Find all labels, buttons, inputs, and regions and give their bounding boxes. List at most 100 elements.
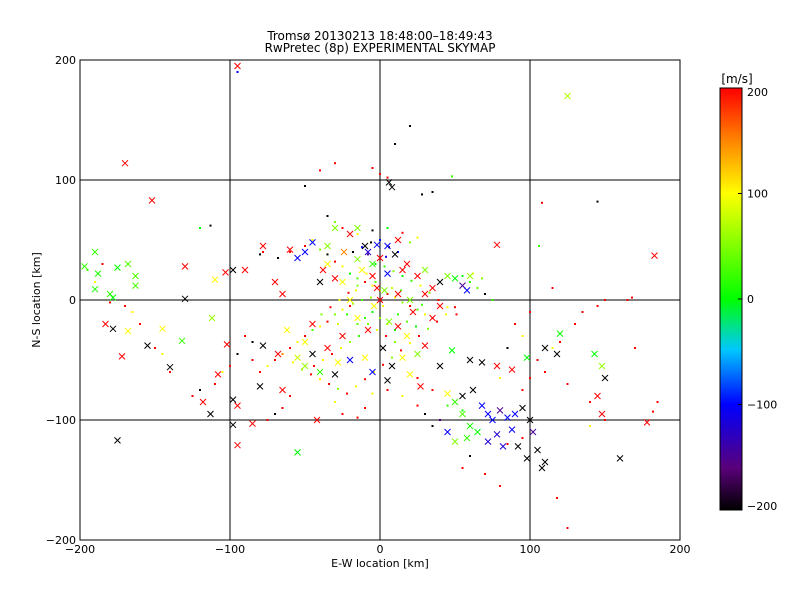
- scatter-dot: [311, 329, 314, 331]
- scatter-cross: [484, 438, 492, 445]
- scatter-cross: [286, 246, 294, 253]
- scatter-cross: [279, 290, 286, 298]
- scatter-cross: [234, 402, 241, 409]
- scatter-cross: [259, 342, 267, 349]
- scatter-cross: [241, 266, 249, 274]
- scatter-dot: [604, 419, 606, 421]
- scatter-dot: [347, 291, 350, 294]
- scatter-cross: [651, 252, 658, 259]
- scatter-cross: [417, 383, 424, 390]
- scatter-dot: [400, 349, 402, 352]
- scatter-cross: [385, 179, 393, 186]
- scatter-dot: [499, 377, 501, 379]
- scatter-dot: [406, 320, 408, 323]
- scatter-cross: [478, 402, 486, 409]
- scatter-cross: [496, 407, 504, 414]
- scatter-dot: [334, 401, 336, 403]
- scatter-cross: [309, 320, 316, 328]
- scatter-cross: [339, 332, 346, 340]
- scatter-cross: [109, 325, 117, 333]
- scatter-dot: [346, 392, 348, 395]
- scatter-cross: [234, 62, 241, 70]
- scatter-cross: [478, 359, 486, 366]
- scatter-dot: [326, 215, 329, 217]
- scatter-dot: [445, 313, 447, 316]
- scatter-dot: [382, 305, 384, 307]
- scatter-dot: [361, 299, 363, 301]
- colorbar-tick-label: −100: [747, 399, 777, 412]
- scatter-dot: [386, 389, 389, 391]
- scatter-cross: [283, 326, 291, 334]
- scatter-cross: [148, 197, 156, 204]
- scatter-cross: [484, 410, 492, 418]
- scatter-cross: [511, 410, 519, 418]
- scatter-cross: [166, 363, 174, 371]
- scatter-dot: [491, 299, 494, 301]
- scatter-dot: [221, 371, 224, 373]
- scatter-dot: [401, 395, 404, 397]
- scatter-cross: [444, 390, 451, 397]
- scatter-dot: [337, 387, 339, 390]
- y-tick-label: −200: [46, 534, 76, 547]
- scatter-dot: [634, 347, 636, 349]
- scatter-dot: [334, 221, 336, 223]
- scatter-dot: [340, 347, 342, 349]
- scatter-dot: [416, 236, 419, 239]
- scatter-cross: [564, 92, 571, 100]
- scatter-cross: [466, 422, 474, 430]
- scatter-cross: [294, 354, 301, 361]
- scatter-dot: [319, 169, 321, 172]
- scatter-cross: [316, 368, 324, 376]
- scatter-dot: [229, 365, 231, 367]
- scatter-dot: [236, 71, 239, 73]
- scatter-dot: [529, 311, 531, 313]
- scatter-cross: [91, 285, 99, 293]
- scatter-cross: [463, 434, 471, 442]
- scatter-cross: [514, 443, 522, 450]
- scatter-cross: [279, 386, 286, 394]
- scatter-dot: [551, 287, 554, 289]
- scatter-dot: [361, 246, 363, 249]
- scatter-dot: [421, 303, 423, 306]
- scatter-dot: [410, 279, 413, 282]
- scatter-dot: [199, 227, 201, 229]
- scatter-dot: [161, 353, 164, 355]
- scatter-cross: [256, 383, 264, 390]
- scatter-dot: [326, 320, 329, 323]
- scatter-dot: [370, 241, 372, 244]
- colorbar-tick-label: 100: [747, 188, 768, 201]
- scatter-dot: [521, 437, 524, 439]
- scatter-dot: [274, 413, 276, 415]
- scatter-dot: [364, 378, 366, 381]
- scatter-dot: [370, 296, 372, 299]
- scatter-dot: [538, 245, 540, 247]
- scatter-dot: [355, 385, 357, 388]
- scatter-cross: [121, 159, 129, 167]
- scatter-cross: [538, 464, 546, 472]
- scatter-cross: [643, 419, 651, 426]
- scatter-dot: [484, 473, 486, 475]
- scatter-cross: [229, 396, 237, 403]
- scatter-dot: [596, 200, 599, 203]
- scatter-cross: [313, 416, 321, 424]
- scatter-cross: [523, 354, 531, 361]
- scatter-dot: [154, 347, 156, 349]
- scatter-dot: [356, 416, 359, 419]
- scatter-dot: [385, 255, 387, 258]
- scatter-dot: [431, 191, 434, 193]
- scatter-cross: [421, 342, 429, 349]
- scatter-dot: [386, 176, 389, 179]
- scatter-cross: [81, 263, 88, 270]
- colorbar-ticks: −200 −100 0 100 200: [738, 86, 777, 513]
- scatter-dot: [289, 347, 291, 349]
- scatter-cross: [124, 260, 132, 268]
- scatter-dot: [320, 313, 323, 316]
- scatter-dot: [382, 363, 384, 366]
- scatter-dot: [367, 323, 369, 325]
- scatter-dot: [266, 419, 269, 421]
- scatter-cross: [616, 455, 624, 462]
- scatter-dot: [451, 175, 453, 178]
- scatter-cross: [324, 260, 331, 268]
- scatter-dot: [415, 325, 417, 328]
- scatter-cross: [159, 325, 166, 333]
